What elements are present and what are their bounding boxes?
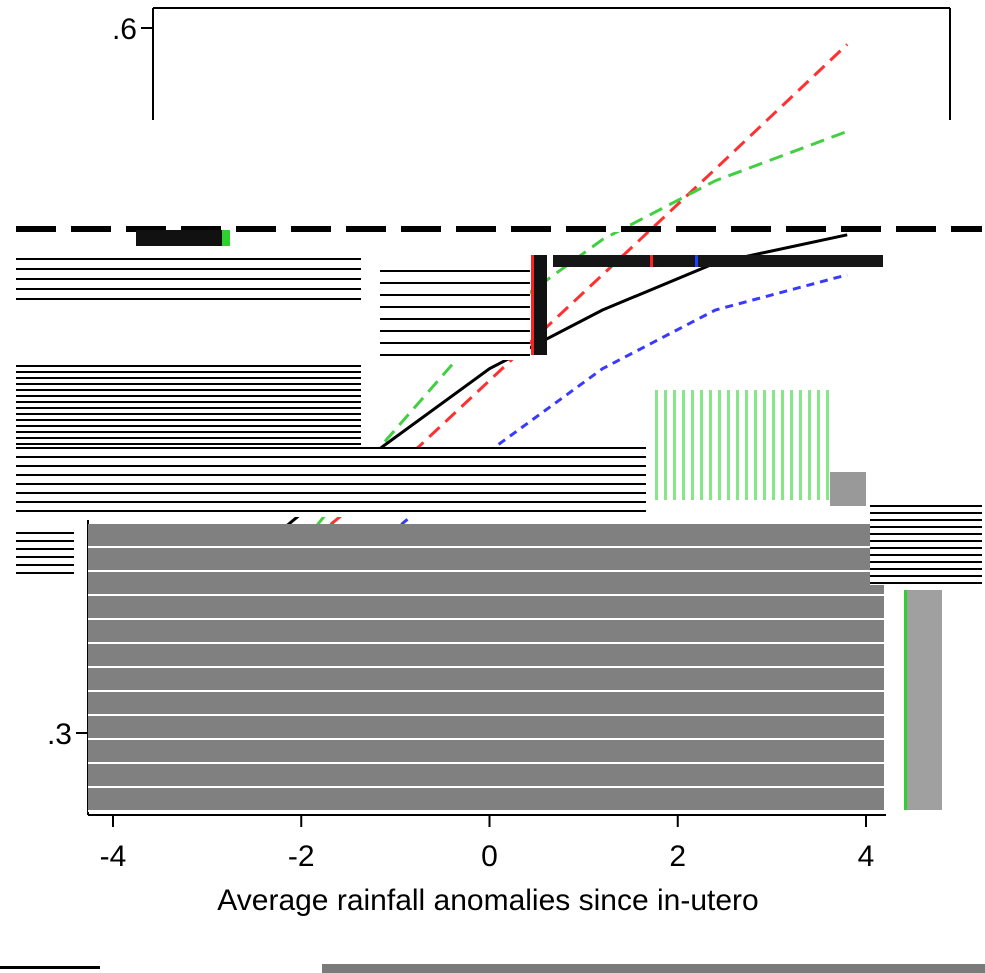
x-tick-label: -2 xyxy=(288,840,315,873)
y-tick-label: .3 xyxy=(47,718,72,751)
y-tick-label: .6 xyxy=(112,13,137,46)
series-layer xyxy=(149,43,849,770)
series-line-3 xyxy=(149,273,848,770)
series-line-2 xyxy=(149,129,848,734)
x-axis-title: Average rainfall anomalies since in-uter… xyxy=(217,884,758,917)
x-tick-label: 4 xyxy=(858,840,875,873)
x-tick-label: 0 xyxy=(481,840,498,873)
x-tick-layer: -4 -2 0 2 4 xyxy=(100,815,875,873)
y-tick-layer: .3 .6 xyxy=(47,13,153,751)
x-tick-label: 2 xyxy=(669,840,686,873)
x-tick-label: -4 xyxy=(100,840,127,873)
